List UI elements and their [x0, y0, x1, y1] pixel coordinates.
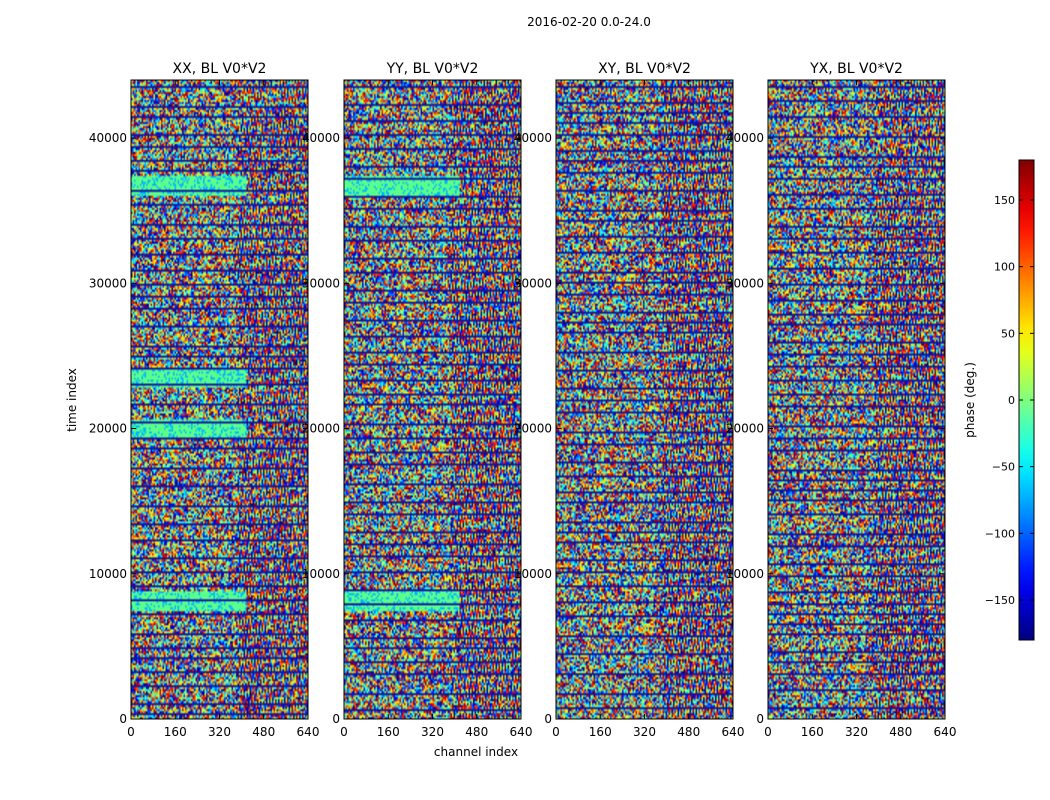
x-tick-label: 320 [421, 725, 444, 739]
x-tick-label: 160 [801, 725, 824, 739]
y-tick-label: 0 [756, 712, 764, 726]
colorbar-tick-label: 0 [1008, 394, 1015, 407]
x-tick-label: 160 [377, 725, 400, 739]
x-tick-label: 0 [127, 725, 135, 739]
x-tick-label: 480 [252, 725, 275, 739]
y-tick-label: 20000 [514, 422, 552, 436]
y-axis-label: time index [65, 368, 79, 432]
heatmap-image [131, 80, 308, 719]
x-tick-label: 480 [889, 725, 912, 739]
x-tick-label: 160 [589, 725, 612, 739]
y-tick-label: 40000 [726, 131, 764, 145]
colorbar-tick-label: 50 [1001, 327, 1015, 340]
x-tick-label: 320 [633, 725, 656, 739]
x-tick-label: 640 [297, 725, 320, 739]
heatmap-image [768, 80, 945, 719]
colorbar-tick-label: 100 [994, 261, 1015, 274]
y-tick-label: 30000 [726, 276, 764, 290]
panel: XX, BL V0*V2 0 160 320 480 640 0 10000 20000 3000… [89, 61, 320, 739]
panel-title: YY, BL V0*V2 [386, 61, 479, 77]
heatmap-image [344, 80, 521, 719]
y-tick-label: 10000 [89, 567, 127, 581]
y-tick-label: 40000 [89, 131, 127, 145]
y-tick-label: 0 [119, 712, 127, 726]
panel-title: YX, BL V0*V2 [809, 61, 903, 77]
panel: YX, BL V0*V2 0 160 320 480 640 0 10000 20000 3000… [726, 61, 957, 739]
colorbar: −150 −100 −50 0 50 100 150 [985, 159, 1035, 641]
figure-suptitle: 2016-02-20 0.0-24.0 [527, 15, 651, 29]
y-tick-label: 10000 [514, 567, 552, 581]
colorbar-tick-label: −150 [985, 594, 1015, 607]
panels: XX, BL V0*V2 0 160 320 480 640 0 10000 20000 3000… [89, 61, 957, 739]
y-tick-label: 40000 [514, 131, 552, 145]
colorbar-tick-label: −100 [985, 527, 1015, 540]
y-tick-label: 20000 [89, 422, 127, 436]
y-tick-label: 30000 [514, 276, 552, 290]
x-tick-label: 640 [934, 725, 957, 739]
x-tick-label: 320 [208, 725, 231, 739]
x-tick-label: 640 [510, 725, 533, 739]
colorbar-tick-label: −50 [992, 461, 1015, 474]
heatmap-image [556, 80, 733, 719]
x-tick-label: 320 [845, 725, 868, 739]
y-tick-label: 20000 [302, 422, 340, 436]
x-tick-label: 480 [465, 725, 488, 739]
panel: YY, BL V0*V2 0 160 320 480 640 0 10000 20000 3000… [302, 61, 533, 739]
x-tick-label: 0 [764, 725, 772, 739]
x-tick-label: 480 [677, 725, 700, 739]
x-tick-label: 160 [164, 725, 187, 739]
y-tick-label: 40000 [302, 131, 340, 145]
panel-title: XX, BL V0*V2 [173, 61, 267, 77]
y-tick-label: 10000 [726, 567, 764, 581]
colorbar-label: phase (deg.) [963, 362, 977, 438]
x-tick-label: 640 [722, 725, 745, 739]
panel: XY, BL V0*V2 0 160 320 480 640 0 10000 20000 3000… [514, 61, 745, 739]
y-tick-label: 30000 [89, 276, 127, 290]
panel-title: XY, BL V0*V2 [598, 61, 691, 77]
x-axis-label: channel index [434, 745, 518, 759]
y-tick-label: 20000 [726, 422, 764, 436]
colorbar-tick-label: 150 [994, 194, 1015, 207]
y-tick-label: 10000 [302, 567, 340, 581]
y-tick-label: 30000 [302, 276, 340, 290]
x-tick-label: 0 [552, 725, 560, 739]
x-tick-label: 0 [340, 725, 348, 739]
y-tick-label: 0 [332, 712, 340, 726]
y-tick-label: 0 [544, 712, 552, 726]
